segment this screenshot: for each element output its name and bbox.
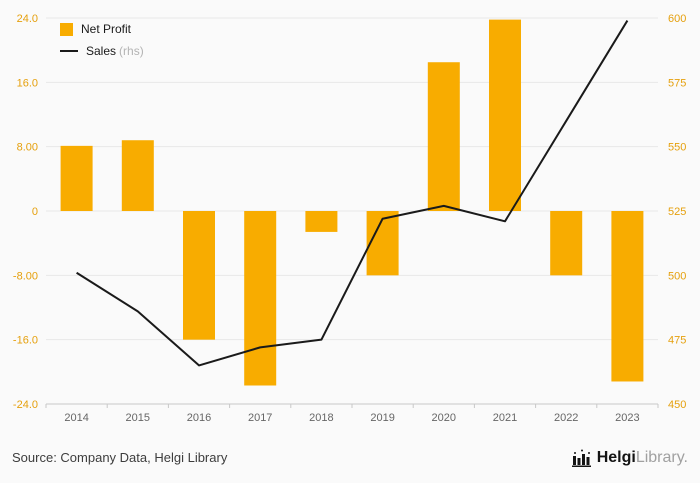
- right-axis-tick-label: 450: [668, 399, 686, 411]
- left-axis-tick-label: -8.00: [13, 270, 38, 282]
- legend-label-net-profit: Net Profit: [81, 22, 132, 36]
- left-axis-tick-label: -24.0: [13, 399, 38, 411]
- helgi-bars-icon: [571, 449, 591, 467]
- x-axis-label: 2014: [64, 412, 88, 424]
- source-text: Source: Company Data, Helgi Library: [12, 450, 228, 465]
- right-axis-tick-label: 550: [668, 142, 686, 154]
- left-axis-tick-label: 24.0: [17, 13, 38, 25]
- legend-item-net-profit: Net Profit: [60, 22, 144, 36]
- chart-canvas: 24.0 16.0 8.00 0 -8.00 -16.0 -24.0 600 575 550 525…: [13, 13, 686, 424]
- brand-suffix: Library.: [635, 448, 688, 466]
- brand-logo: HelgiLibrary.: [571, 449, 688, 467]
- brand-name: Helgi: [596, 448, 636, 466]
- bar-net-profit: [121, 140, 154, 211]
- x-axis-label: 2020: [432, 412, 456, 424]
- bar-net-profit: [60, 145, 93, 211]
- x-axis-label: 2015: [126, 412, 150, 424]
- legend-label-sales: Sales (rhs): [86, 44, 144, 58]
- bar-net-profit: [366, 211, 399, 276]
- chart-area: 24.0 16.0 8.00 0 -8.00 -16.0 -24.0 600 575 550 525…: [13, 13, 686, 424]
- x-axis-label: 2017: [248, 412, 272, 424]
- x-axis-label: 2019: [370, 412, 394, 424]
- bar-net-profit: [489, 19, 521, 211]
- x-axis-label: 2018: [309, 412, 333, 424]
- right-axis-tick-label: 500: [668, 270, 686, 282]
- x-axis-label: 2022: [554, 412, 578, 424]
- legend-suffix-rhs: (rhs): [119, 44, 144, 58]
- bar-net-profit: [611, 211, 644, 382]
- bar-net-profit: [427, 62, 460, 211]
- left-axis-tick-label: -16.0: [13, 335, 38, 347]
- legend: Net Profit Sales (rhs): [60, 22, 144, 58]
- legend-item-sales: Sales (rhs): [60, 44, 144, 58]
- sales-line-swatch-icon: [60, 50, 78, 52]
- left-axis-tick-label: 16.0: [17, 77, 38, 89]
- bar-net-profit: [305, 211, 338, 232]
- bar-net-profit: [244, 211, 277, 386]
- net-profit-swatch-icon: [60, 22, 73, 36]
- right-axis-tick-label: 525: [668, 206, 686, 218]
- x-axis-label: 2023: [615, 412, 639, 424]
- x-axis-label: 2021: [493, 412, 517, 424]
- brand-text: HelgiLibrary.: [597, 449, 688, 467]
- left-axis-tick-label: 8.00: [17, 142, 38, 154]
- bar-net-profit: [183, 211, 215, 340]
- x-axis-label: 2016: [187, 412, 211, 424]
- sales-line: [76, 20, 629, 367]
- chart-footer: Source: Company Data, Helgi Library Helg…: [0, 432, 700, 483]
- right-axis-tick-label: 600: [668, 13, 686, 25]
- bar-net-profit: [550, 211, 583, 276]
- left-axis-tick-label: 0: [32, 206, 38, 218]
- right-axis-tick-label: 575: [668, 77, 686, 89]
- right-axis-tick-label: 475: [668, 335, 686, 347]
